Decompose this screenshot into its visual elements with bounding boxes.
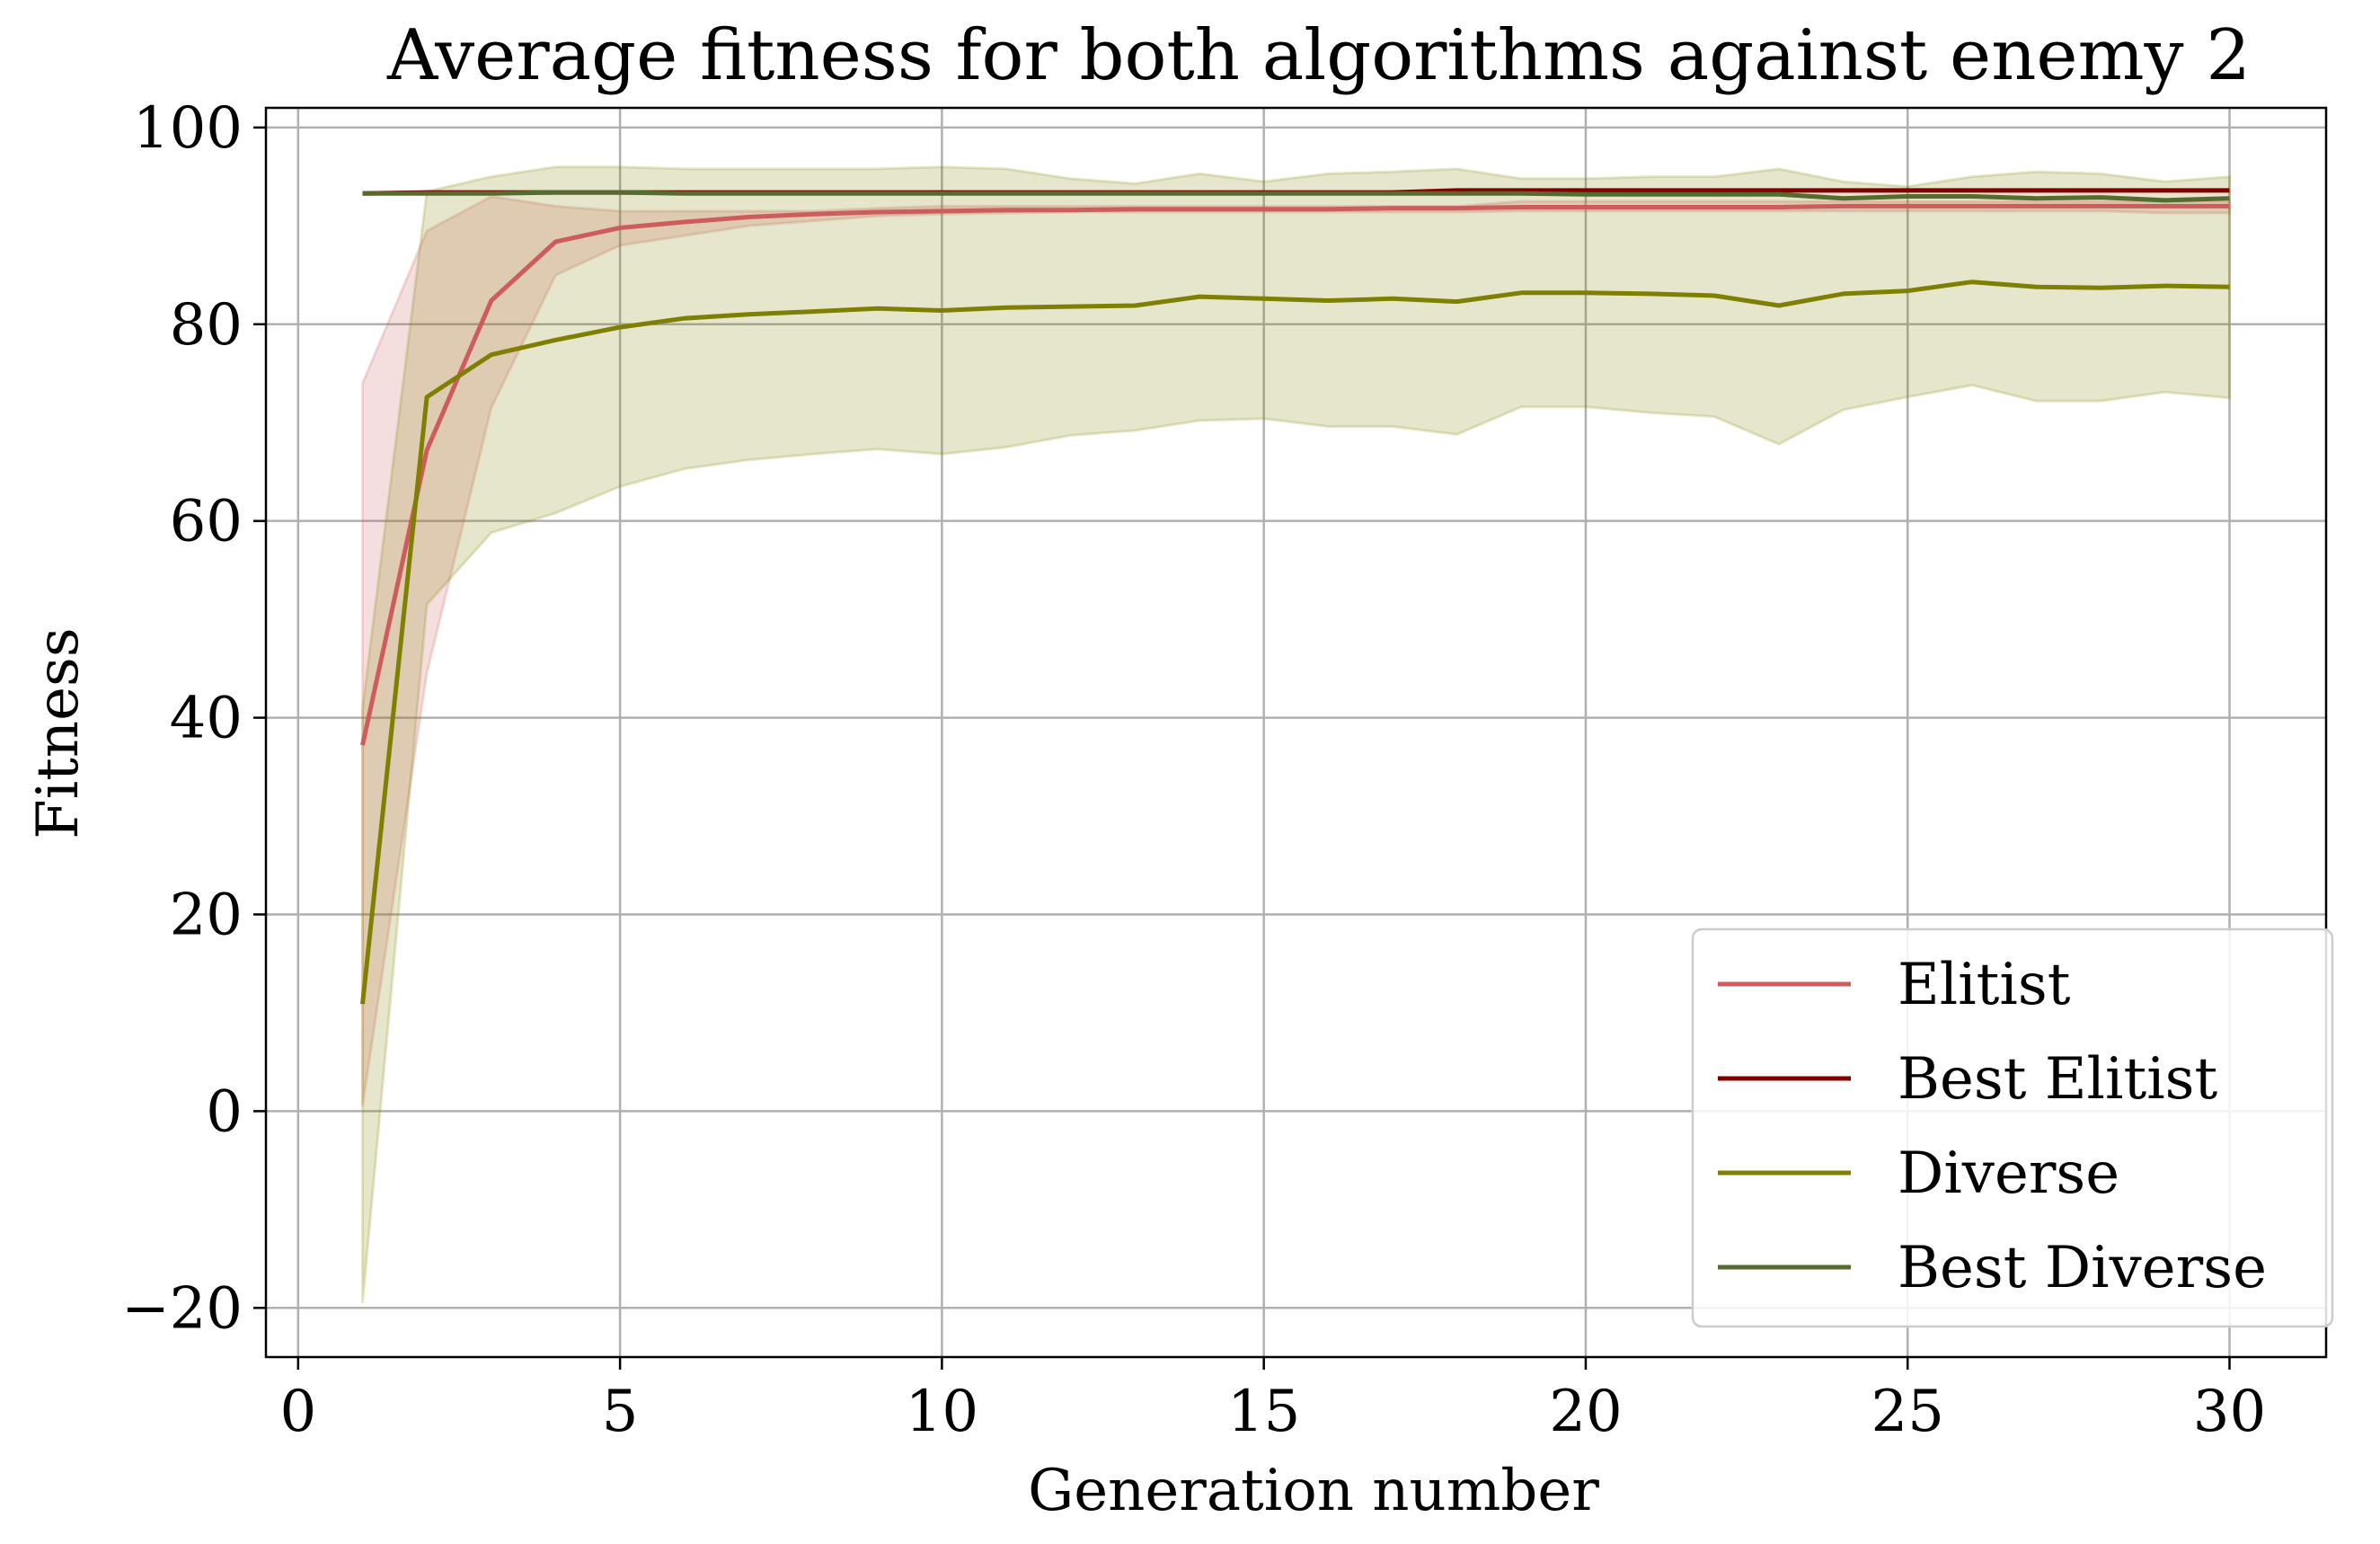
- y-tick-label: 60: [170, 489, 243, 555]
- plot-frame: [264, 106, 2328, 1359]
- series-line-elitist: [360, 203, 2230, 746]
- legend-box: [1691, 927, 2334, 1328]
- x-tick-label: 5: [602, 1379, 639, 1445]
- x-tick-label: 10: [906, 1379, 978, 1445]
- x-tick-label: 15: [1227, 1379, 1300, 1445]
- chart-title: Average fitness for both algorithms agai…: [386, 15, 2251, 96]
- legend-label: Elitist: [1898, 952, 2071, 1018]
- x-axis-label: Generation number: [1028, 1458, 1599, 1524]
- x-tick-label: 30: [2193, 1379, 2266, 1445]
- y-tick-label: 20: [170, 882, 243, 948]
- y-tick-label: −20: [121, 1275, 243, 1342]
- y-tick-label: 100: [133, 95, 243, 162]
- axes: 0 5 10 15 20 25 30 −20 0 20 40 60 80 100: [121, 95, 2328, 1445]
- x-tick-label: 0: [279, 1379, 316, 1445]
- series-line-diverse: [360, 280, 2230, 1005]
- legend-label: Best Diverse: [1898, 1235, 2267, 1301]
- band-diverse: [361, 165, 2231, 1303]
- legend-label: Best Elitist: [1898, 1046, 2218, 1113]
- series-lines: [360, 188, 2230, 1005]
- y-tick-label: 40: [170, 686, 243, 752]
- x-tick-label: 20: [1549, 1379, 1622, 1445]
- y-tick-label: 80: [170, 292, 243, 359]
- band-elitist: [361, 194, 2231, 1107]
- confidence-bands: [361, 165, 2231, 1303]
- legend-label: Diverse: [1898, 1140, 2119, 1207]
- x-tick-label: 25: [1871, 1379, 1944, 1445]
- y-axis-label: Fitness: [25, 627, 92, 839]
- y-tick-label: 0: [206, 1078, 243, 1145]
- legend: Elitist Best Elitist Diverse Best Diverse: [1691, 927, 2334, 1328]
- grid: [266, 108, 2326, 1357]
- series-line-best-diverse: [362, 190, 2230, 203]
